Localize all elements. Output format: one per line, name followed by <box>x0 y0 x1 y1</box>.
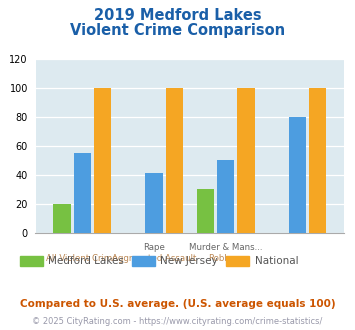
Text: Rape: Rape <box>143 243 165 252</box>
Text: Robbery: Robbery <box>208 254 244 263</box>
Bar <box>217 160 234 233</box>
Bar <box>197 189 214 233</box>
Text: All Violent Crime: All Violent Crime <box>47 254 118 263</box>
Bar <box>94 88 111 233</box>
Bar <box>73 153 91 233</box>
Bar <box>146 174 163 233</box>
Bar <box>289 117 306 233</box>
Text: Aggravated Assault: Aggravated Assault <box>112 254 196 263</box>
Legend: Medford Lakes, New Jersey, National: Medford Lakes, New Jersey, National <box>16 251 302 270</box>
Text: 2019 Medford Lakes: 2019 Medford Lakes <box>94 8 261 23</box>
Text: © 2025 CityRating.com - https://www.cityrating.com/crime-statistics/: © 2025 CityRating.com - https://www.city… <box>32 317 323 326</box>
Bar <box>54 204 71 233</box>
Text: Violent Crime Comparison: Violent Crime Comparison <box>70 23 285 38</box>
Text: Compared to U.S. average. (U.S. average equals 100): Compared to U.S. average. (U.S. average … <box>20 299 335 309</box>
Bar <box>237 88 255 233</box>
Text: Murder & Mans...: Murder & Mans... <box>189 243 263 252</box>
Bar <box>165 88 183 233</box>
Bar <box>309 88 326 233</box>
